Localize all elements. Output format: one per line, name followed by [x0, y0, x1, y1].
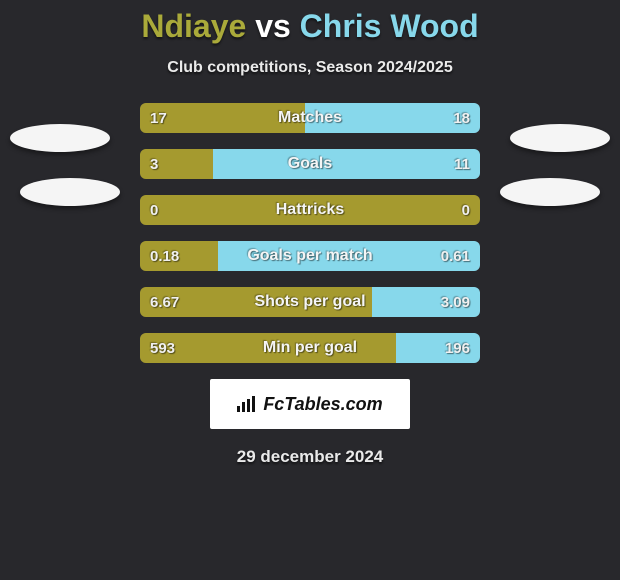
subtitle: Club competitions, Season 2024/2025 [0, 59, 620, 77]
stat-label: Min per goal [140, 333, 480, 363]
stat-label: Hattricks [140, 195, 480, 225]
date-text: 29 december 2024 [0, 447, 620, 467]
stat-row: 0.180.61Goals per match [140, 241, 480, 271]
player1-name: Ndiaye [141, 8, 246, 44]
stat-label: Goals [140, 149, 480, 179]
stat-label: Matches [140, 103, 480, 133]
stat-row: 6.673.09Shots per goal [140, 287, 480, 317]
logo-bars-icon [237, 396, 257, 412]
logo-text: FcTables.com [263, 394, 382, 415]
stat-row: 311Goals [140, 149, 480, 179]
page-title: Ndiaye vs Chris Wood [0, 0, 620, 45]
stat-label: Goals per match [140, 241, 480, 271]
comparison-chart: 1718Matches 311Goals 00Hattricks 0.180.61Go… [0, 103, 620, 363]
fctables-logo: FcTables.com [210, 379, 410, 429]
stat-row: 00Hattricks [140, 195, 480, 225]
vs-text: vs [255, 8, 291, 44]
stat-label: Shots per goal [140, 287, 480, 317]
stat-row: 593196Min per goal [140, 333, 480, 363]
player2-name: Chris Wood [300, 8, 479, 44]
stat-row: 1718Matches [140, 103, 480, 133]
